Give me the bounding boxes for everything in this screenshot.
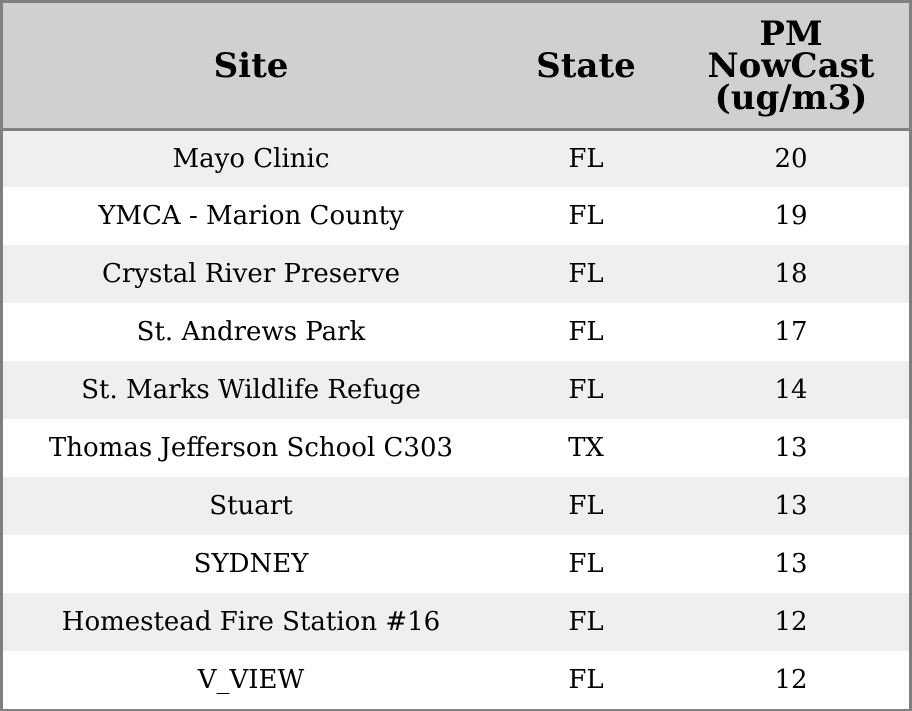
table-row: St. Andrews Park FL 17 bbox=[3, 303, 909, 361]
header-pm-line-3: (ug/m3) bbox=[714, 77, 868, 118]
cell-state: FL bbox=[499, 129, 673, 187]
cell-state: FL bbox=[499, 245, 673, 303]
table-row: Mayo Clinic FL 20 bbox=[3, 129, 909, 187]
table-row: Crystal River Preserve FL 18 bbox=[3, 245, 909, 303]
cell-pm: 13 bbox=[673, 535, 909, 593]
cell-pm: 13 bbox=[673, 419, 909, 477]
cell-pm: 19 bbox=[673, 187, 909, 245]
table-row: Stuart FL 13 bbox=[3, 477, 909, 535]
cell-pm: 20 bbox=[673, 129, 909, 187]
cell-site: SYDNEY bbox=[3, 535, 499, 593]
cell-pm: 12 bbox=[673, 651, 909, 709]
cell-site: St. Andrews Park bbox=[3, 303, 499, 361]
cell-state: FL bbox=[499, 361, 673, 419]
cell-state: FL bbox=[499, 303, 673, 361]
header-pm-line-1: PM bbox=[759, 13, 823, 54]
pm-nowcast-table: Site State PM NowCast (ug/m3) Mayo Clini… bbox=[3, 3, 909, 709]
cell-pm: 12 bbox=[673, 593, 909, 651]
cell-site: V_VIEW bbox=[3, 651, 499, 709]
cell-state: FL bbox=[499, 651, 673, 709]
cell-site: Homestead Fire Station #16 bbox=[3, 593, 499, 651]
header-pm-nowcast: PM NowCast (ug/m3) bbox=[673, 3, 909, 131]
cell-site: YMCA - Marion County bbox=[3, 187, 499, 245]
cell-site: Mayo Clinic bbox=[3, 129, 499, 187]
table-row: Thomas Jefferson School C303 TX 13 bbox=[3, 419, 909, 477]
cell-pm: 13 bbox=[673, 477, 909, 535]
table-row: YMCA - Marion County FL 19 bbox=[3, 187, 909, 245]
cell-state: FL bbox=[499, 535, 673, 593]
cell-site: St. Marks Wildlife Refuge bbox=[3, 361, 499, 419]
header-state: State bbox=[499, 3, 673, 131]
cell-state: TX bbox=[499, 419, 673, 477]
table-row: V_VIEW FL 12 bbox=[3, 651, 909, 709]
cell-site: Thomas Jefferson School C303 bbox=[3, 419, 499, 477]
cell-pm: 17 bbox=[673, 303, 909, 361]
header-pm-line-2: NowCast bbox=[707, 45, 875, 86]
cell-site: Crystal River Preserve bbox=[3, 245, 499, 303]
cell-site: Stuart bbox=[3, 477, 499, 535]
table-header: Site State PM NowCast (ug/m3) bbox=[3, 3, 909, 131]
cell-pm: 14 bbox=[673, 361, 909, 419]
cell-state: FL bbox=[499, 477, 673, 535]
table-row: SYDNEY FL 13 bbox=[3, 535, 909, 593]
cell-pm: 18 bbox=[673, 245, 909, 303]
table-row: St. Marks Wildlife Refuge FL 14 bbox=[3, 361, 909, 419]
cell-state: FL bbox=[499, 593, 673, 651]
header-site: Site bbox=[3, 3, 499, 131]
table-body: Mayo Clinic FL 20 YMCA - Marion County F… bbox=[3, 129, 909, 709]
table-row: Homestead Fire Station #16 FL 12 bbox=[3, 593, 909, 651]
cell-state: FL bbox=[499, 187, 673, 245]
header-row: Site State PM NowCast (ug/m3) bbox=[3, 3, 909, 131]
